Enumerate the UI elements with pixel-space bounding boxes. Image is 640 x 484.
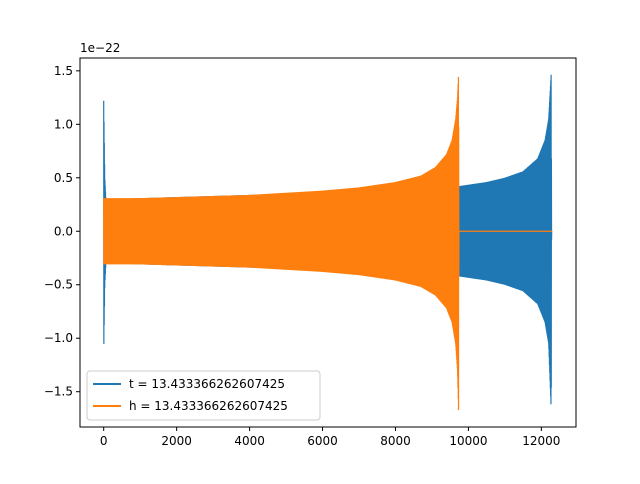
legend-label-t: t = 13.433366262607425 — [129, 377, 285, 391]
legend-label-h: h = 13.433366262607425 — [129, 399, 288, 413]
y-tick-label: 0.0 — [54, 224, 73, 238]
y-offset-label: 1e−22 — [80, 41, 120, 55]
x-tick-label: 6000 — [307, 434, 338, 448]
x-tick-label: 0 — [100, 434, 108, 448]
x-axis: 0 2000 4000 6000 8000 10000 12000 — [100, 427, 560, 448]
y-tick-label: 1.0 — [54, 117, 73, 131]
axes-frame — [79, 57, 577, 428]
y-tick-label: −1.5 — [44, 385, 73, 399]
x-tick-label: 10000 — [449, 434, 487, 448]
y-tick-label: 1.5 — [54, 64, 73, 78]
y-tick-label: 0.5 — [54, 171, 73, 185]
x-tick-label: 8000 — [380, 434, 411, 448]
x-tick-label: 4000 — [234, 434, 265, 448]
legend: t = 13.433366262607425 h = 13.4333662626… — [86, 370, 321, 421]
x-tick-label: 2000 — [161, 434, 192, 448]
y-axis: 1.5 1.0 0.5 0.0 −0.5 −1.0 −1.5 — [44, 64, 80, 399]
y-tick-label: −1.0 — [44, 331, 73, 345]
series-layer — [103, 74, 553, 411]
y-tick-label: −0.5 — [44, 278, 73, 292]
x-tick-label: 12000 — [522, 434, 560, 448]
legend-box — [86, 370, 321, 421]
series-line-h — [103, 76, 553, 411]
